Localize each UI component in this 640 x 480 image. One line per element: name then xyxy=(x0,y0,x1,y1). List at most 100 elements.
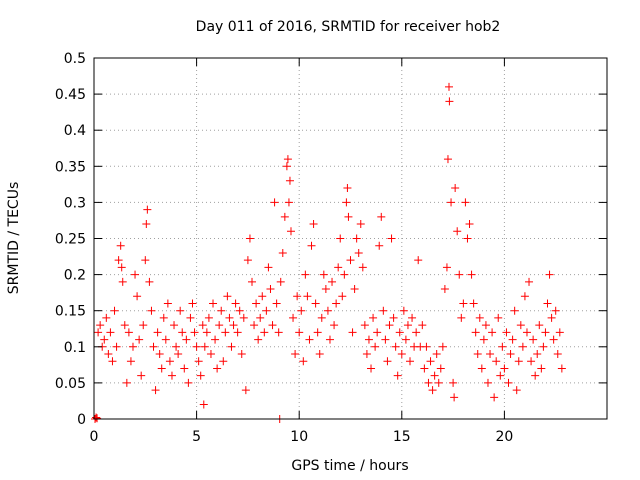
data-point xyxy=(219,357,228,366)
data-point xyxy=(199,400,208,409)
data-point xyxy=(180,364,189,373)
data-point xyxy=(428,386,437,395)
x-tick-label: 10 xyxy=(290,429,308,445)
data-point xyxy=(283,155,292,164)
data-point xyxy=(264,263,273,272)
data-point xyxy=(348,328,357,337)
data-point xyxy=(291,350,300,359)
data-point xyxy=(486,350,495,359)
data-point xyxy=(541,328,550,337)
data-point xyxy=(533,350,542,359)
data-point xyxy=(311,299,320,308)
data-point xyxy=(108,357,117,366)
x-tick-label: 15 xyxy=(393,429,411,445)
data-point xyxy=(451,183,460,192)
data-point xyxy=(334,263,343,272)
data-point xyxy=(436,364,445,373)
data-point xyxy=(256,313,265,322)
data-point xyxy=(317,313,326,322)
data-point xyxy=(352,234,361,243)
data-point xyxy=(286,227,295,236)
data-point xyxy=(479,335,488,344)
data-point xyxy=(504,378,513,387)
data-point xyxy=(252,299,261,308)
data-point xyxy=(399,306,408,315)
data-point xyxy=(463,234,472,243)
data-point xyxy=(336,234,345,243)
data-point xyxy=(149,342,158,351)
data-point xyxy=(545,270,554,279)
data-point xyxy=(190,328,199,337)
data-point xyxy=(346,256,355,265)
data-point xyxy=(389,313,398,322)
data-point xyxy=(233,328,242,337)
data-point xyxy=(135,335,144,344)
data-point xyxy=(231,299,240,308)
x-tick-label: 5 xyxy=(192,429,201,445)
data-point xyxy=(529,335,538,344)
data-point xyxy=(239,313,248,322)
data-point xyxy=(274,328,283,337)
data-point xyxy=(531,371,540,380)
data-point xyxy=(280,212,289,221)
data-point xyxy=(295,328,304,337)
data-point xyxy=(447,198,456,207)
data-point xyxy=(227,342,236,351)
x-tick-label: 0 xyxy=(90,429,99,445)
data-point xyxy=(551,306,560,315)
data-point xyxy=(237,350,246,359)
ticks-layer: 0 0.05 0.1 0.15 0.2 0.25 0.3 0.35 0.4 0.45 0.5 0 5 10… xyxy=(55,51,607,445)
data-point xyxy=(163,299,172,308)
y-axis-label: SRMTID / TECUs xyxy=(6,182,22,295)
plot-frame xyxy=(93,57,608,420)
y-tick-label: 0.4 xyxy=(64,123,86,139)
data-point xyxy=(393,371,402,380)
data-point xyxy=(118,277,127,286)
data-point xyxy=(492,357,501,366)
y-tick-label: 0.1 xyxy=(64,340,86,356)
data-point xyxy=(309,220,318,229)
data-point xyxy=(483,378,492,387)
data-point xyxy=(126,357,135,366)
data-point xyxy=(165,357,174,366)
data-point xyxy=(184,378,193,387)
data-point xyxy=(272,299,281,308)
y-tick-label: 0.35 xyxy=(55,159,86,175)
data-point xyxy=(323,306,332,315)
data-point xyxy=(369,313,378,322)
data-point xyxy=(116,241,125,250)
data-point xyxy=(328,277,337,286)
data-point xyxy=(262,306,271,315)
data-point xyxy=(525,277,534,286)
data-point xyxy=(547,313,556,322)
data-point xyxy=(258,292,267,301)
x-axis-label: GPS time / hours xyxy=(291,458,408,474)
data-point xyxy=(420,364,429,373)
data-point xyxy=(527,357,536,366)
data-point xyxy=(443,155,452,164)
data-point xyxy=(229,321,238,330)
grid-layer xyxy=(94,58,607,419)
data-point xyxy=(106,328,115,337)
data-point xyxy=(221,328,230,337)
data-point xyxy=(375,241,384,250)
data-point xyxy=(307,241,316,250)
data-point xyxy=(297,306,306,315)
data-point xyxy=(215,321,224,330)
data-point xyxy=(475,313,484,322)
data-point xyxy=(350,285,359,294)
data-point xyxy=(430,371,439,380)
data-point xyxy=(137,371,146,380)
data-point xyxy=(342,198,351,207)
data-point xyxy=(117,263,126,272)
data-point xyxy=(537,364,546,373)
data-point xyxy=(330,321,339,330)
data-point xyxy=(459,299,468,308)
y-tick-label: 0.15 xyxy=(55,304,86,320)
data-point xyxy=(170,321,179,330)
data-point xyxy=(477,364,486,373)
data-point xyxy=(450,393,459,402)
data-point xyxy=(510,306,519,315)
data-point xyxy=(211,335,220,344)
